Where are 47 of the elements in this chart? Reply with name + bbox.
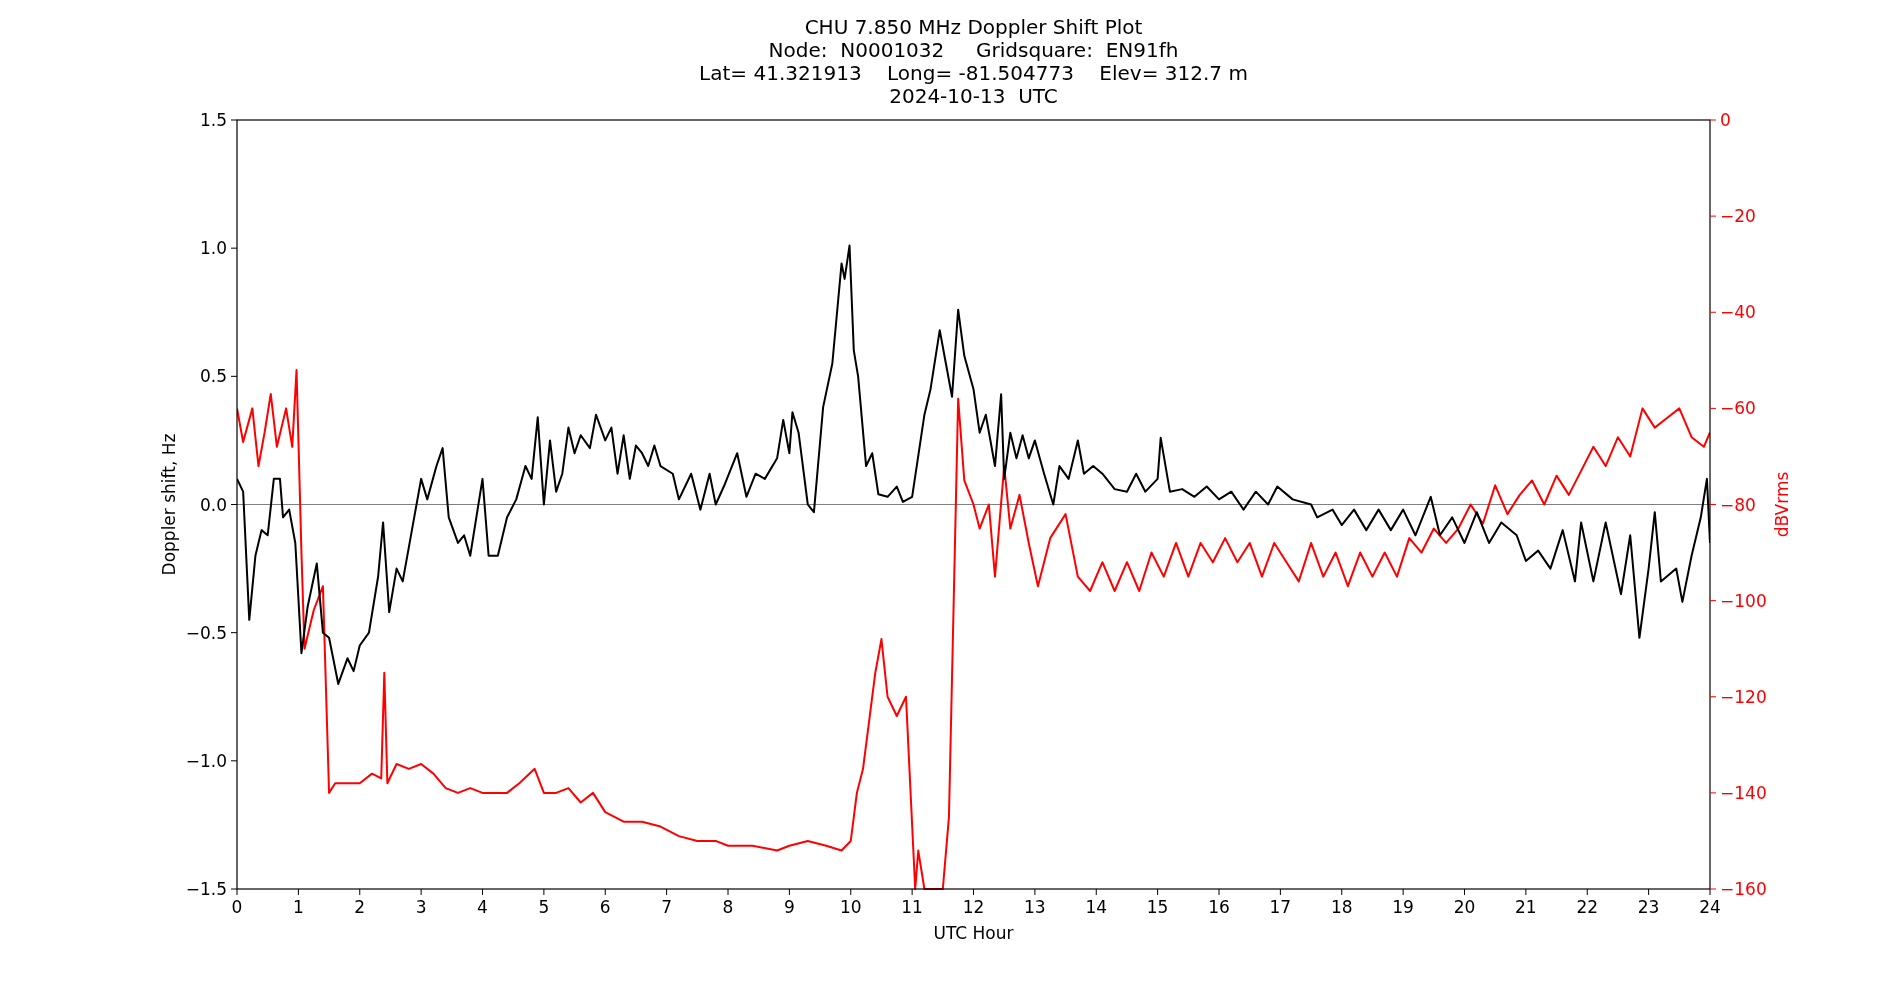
y-tick-label: 0.0 <box>199 494 227 515</box>
y2-tick-label: −20 <box>1720 206 1756 227</box>
y-tick-label: 1.5 <box>199 110 227 130</box>
x-tick-label: 16 <box>1208 897 1230 917</box>
y-axis-title: Doppler shift, Hz <box>159 433 179 576</box>
y-tick-label: −1.0 <box>185 750 227 771</box>
x-tick-label: 5 <box>538 897 550 917</box>
x-tick-label: 18 <box>1330 897 1353 917</box>
x-axis-title: UTC Hour <box>933 923 1014 943</box>
x-tick-label: 0 <box>231 897 243 917</box>
x-tick-label: 11 <box>901 897 923 917</box>
x-tick-label: 9 <box>783 897 795 917</box>
y2-tick-label: −40 <box>1720 302 1756 323</box>
x-tick-label: 13 <box>1024 897 1046 917</box>
x-tick-label: 7 <box>661 897 673 917</box>
x-tick-label: 19 <box>1392 897 1414 917</box>
chart-title: CHU 7.850 MHz Doppler Shift Plot <box>804 15 1143 39</box>
x-tick-label: 2 <box>354 897 366 917</box>
x-tick-label: 22 <box>1576 897 1599 917</box>
x-tick-label: 20 <box>1453 897 1476 917</box>
x-tick-label: 17 <box>1269 897 1292 917</box>
y-tick-label: 1.0 <box>199 238 227 259</box>
x-tick-label: 6 <box>599 897 611 917</box>
x-tick-label: 21 <box>1515 897 1537 917</box>
line-series <box>237 368 1710 890</box>
x-tick-label: 3 <box>415 897 427 917</box>
y2-tick-label: −140 <box>1720 782 1767 803</box>
y2-tick-label: −60 <box>1720 398 1756 419</box>
y2-tick-label: 0 <box>1720 110 1731 130</box>
x-tick-label: 4 <box>477 897 488 917</box>
x-tick-label: 8 <box>722 897 734 917</box>
y2-tick-label: −160 <box>1720 879 1767 899</box>
x-tick-label: 1 <box>292 897 304 917</box>
x-tick-label: 14 <box>1085 897 1108 917</box>
chart-subtitle: Node: N0001032 Gridsquare: EN91fh Lat= 41.321913 Long= -81.504773 Elev= 312.7 m 2024-10-13 UTC <box>699 38 1248 108</box>
y-tick-label: −1.5 <box>185 879 227 899</box>
x-tick-label: 24 <box>1699 897 1721 917</box>
x-tick-label: 10 <box>839 897 862 917</box>
x-tick-label: 15 <box>1146 897 1169 917</box>
y2-axis-title: dBVrms <box>1772 471 1792 538</box>
y2-tick-label: −120 <box>1720 686 1767 707</box>
x-tick-label: 12 <box>962 897 985 917</box>
x-tick-label: 23 <box>1637 897 1660 917</box>
y2-tick-label: −80 <box>1720 494 1756 515</box>
y2-tick-label: −100 <box>1720 590 1767 611</box>
y-tick-label: −0.5 <box>185 622 227 643</box>
y-tick-label: 0.5 <box>199 366 227 387</box>
